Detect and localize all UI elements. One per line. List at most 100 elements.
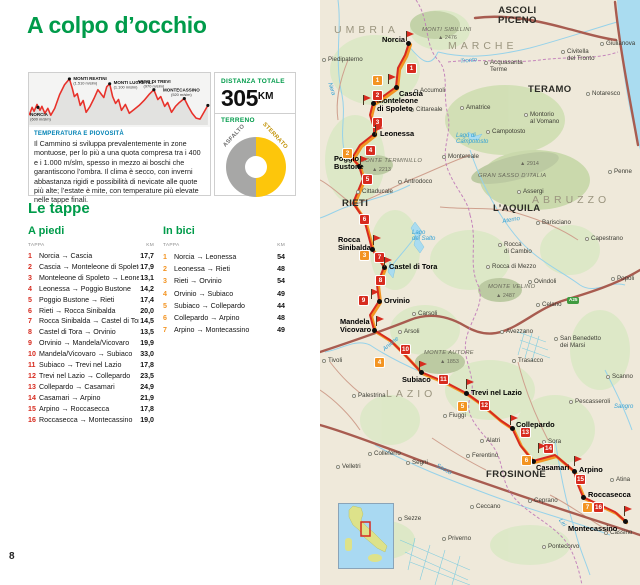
stage-flag-icon	[388, 74, 396, 84]
town-dot	[398, 180, 402, 184]
svg-text:(970 m/slm): (970 m/slm)	[144, 83, 165, 88]
town-dot	[486, 265, 490, 269]
town-dot	[460, 106, 464, 110]
svg-text:MONTI REATINI: MONTI REATINI	[73, 76, 106, 81]
town-dot	[586, 92, 590, 96]
col-km: KM	[146, 243, 154, 248]
donut	[226, 137, 286, 197]
walking-stage-marker: 14	[544, 444, 553, 453]
svg-text:MONTI LUCRETILI: MONTI LUCRETILI	[114, 80, 153, 85]
town-dot	[466, 454, 470, 458]
walking-stage-marker: 13	[521, 428, 530, 437]
route-town-dot	[572, 469, 577, 474]
stage-row: 3 Rieti → Orvinio 54	[163, 277, 285, 286]
town-dot	[536, 221, 540, 225]
stage-row: 11 Subiaco → Trevi nel Lazio 17,8	[28, 361, 154, 370]
cycling-table-title: In bici	[163, 225, 195, 237]
walking-stage-marker: 9	[359, 296, 368, 305]
page-number: 8	[9, 551, 15, 562]
terrain-label: TERRENO	[221, 117, 255, 124]
stage-flag-icon	[574, 456, 582, 466]
route-town-dot	[382, 265, 387, 270]
stage-row: 12 Trevi nel Lazio → Collepardo 23,5	[28, 371, 154, 380]
stage-row: 2 Leonessa → Rieti 48	[163, 265, 285, 274]
town-dot	[442, 155, 446, 159]
walking-stage-marker: 11	[439, 375, 448, 384]
walking-stage-marker: 5	[363, 175, 372, 184]
walking-stages-table: A piedi TAPPA KM 1 Norcia → Cascia 17,7 2 Ca…	[28, 225, 154, 426]
route-town-dot	[371, 101, 376, 106]
town-dot	[561, 50, 565, 54]
route-town-dot	[510, 426, 515, 431]
stage-row: 10 Mandela/Vicovaro → Subiaco 33,0	[28, 350, 154, 359]
stage-row: 16 Roccasecca → Montecassino 19,0	[28, 415, 154, 424]
town-dot	[528, 499, 532, 503]
overview-infographic: NORCIA (600 m/slm) MONTI REATINI (1.510 m/s…	[28, 72, 296, 204]
stages-heading: Le tappe	[28, 200, 90, 217]
route-town-dot	[377, 299, 382, 304]
walking-stage-marker: 7	[375, 253, 384, 262]
stage-row: 5 Poggio Bustone → Rieti 17,4	[28, 295, 154, 304]
stage-row: 4 Leonessa → Poggio Bustone 14,2	[28, 284, 154, 293]
stage-flag-icon	[375, 125, 383, 135]
town-dot	[536, 303, 540, 307]
elevation-and-climate-box: NORCIA (600 m/slm) MONTI REATINI (1.510 m/s…	[28, 72, 211, 204]
stage-flag-icon	[363, 95, 371, 105]
town-dot	[398, 330, 402, 334]
stage-flag-icon	[406, 31, 414, 41]
route-town-dot	[372, 132, 377, 137]
svg-text:(1.510 m/slm): (1.510 m/slm)	[73, 80, 98, 85]
route-town-dot	[419, 370, 424, 375]
route-town-dot	[531, 459, 536, 464]
walking-stage-marker: 2	[373, 91, 382, 100]
town-dot	[524, 113, 528, 117]
walking-stage-marker: 15	[576, 475, 585, 484]
town-dot	[412, 312, 416, 316]
walking-stage-marker: 1	[407, 64, 416, 73]
cycling-stage-marker: 4	[375, 358, 384, 367]
map-terrain-layer	[320, 0, 640, 585]
italy-silhouette	[345, 505, 388, 562]
town-dot	[322, 58, 326, 62]
cycling-stage-marker: 5	[458, 402, 467, 411]
town-dot	[542, 545, 546, 549]
stage-row: 1 Norcia → Cascia 17,7	[28, 252, 154, 260]
cycling-stage-marker: 3	[360, 251, 369, 260]
stats-box: DISTANZA TOTALE 305KM TERRENO ASFALTO ST…	[214, 72, 296, 199]
col-stage: TAPPA	[163, 243, 180, 248]
svg-text:MONTECASSINO: MONTECASSINO	[163, 88, 200, 93]
col-stage: TAPPA	[28, 243, 45, 248]
walking-table-header: TAPPA KM	[28, 243, 154, 248]
divider	[215, 113, 295, 114]
col-km: KM	[277, 243, 285, 248]
elevation-profile-chart: NORCIA(600 m/slm) MONTI REATINI(1.510 m/s…	[29, 73, 210, 127]
stage-flag-icon	[360, 156, 368, 166]
town-dot	[528, 280, 532, 284]
stage-row: 4 Orvinio → Subiaco 49	[163, 289, 285, 298]
town-dot	[606, 375, 610, 379]
climate-body: Il Cammino si sviluppa prevalentemente i…	[34, 139, 201, 205]
town-dot	[480, 439, 484, 443]
cycling-stage-marker: 6	[522, 456, 531, 465]
stage-row: 7 Arpino → Montecassino 49	[163, 326, 285, 335]
distance-label: DISTANZA TOTALE	[221, 78, 285, 85]
cycling-stage-marker: 7	[583, 503, 592, 512]
stage-flag-icon	[538, 443, 546, 453]
town-dot	[608, 170, 612, 174]
walking-stage-marker: 12	[480, 401, 489, 410]
town-dot	[611, 277, 615, 281]
route-town-dot	[357, 164, 362, 169]
town-dot	[410, 108, 414, 112]
town-dot	[498, 243, 502, 247]
route-town-dot	[464, 391, 469, 396]
walking-stage-marker: 6	[360, 215, 369, 224]
stage-row: 15 Arpino → Roccasecca 17,8	[28, 404, 154, 413]
cycling-table-header: TAPPA KM	[163, 243, 285, 248]
stage-row: 14 Casamari → Arpino 21,9	[28, 393, 154, 402]
route-town-dot	[623, 519, 628, 524]
walking-stage-marker: 16	[594, 503, 603, 512]
town-dot	[442, 537, 446, 541]
terrain-donut-chart: ASFALTO STERRATO	[221, 122, 289, 199]
stage-row: 1 Norcia → Leonessa 54	[163, 253, 285, 261]
